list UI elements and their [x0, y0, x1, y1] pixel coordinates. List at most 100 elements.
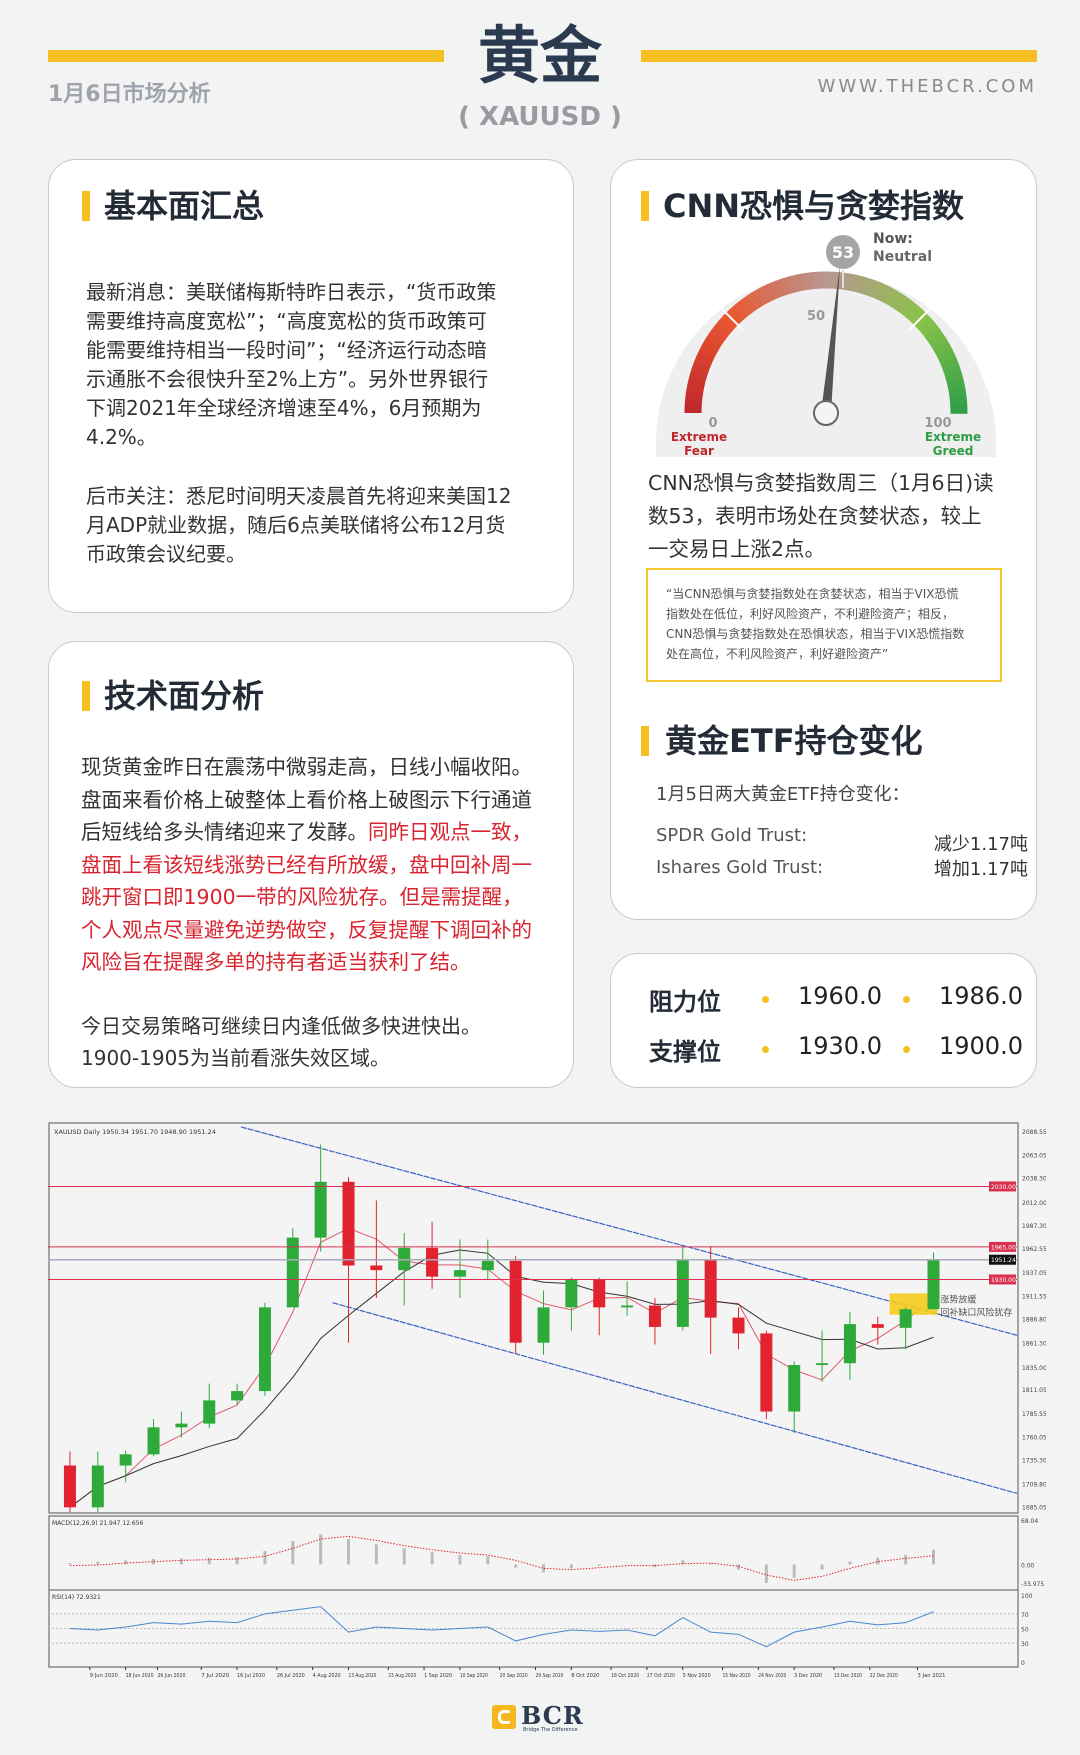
price-axis-tick: 1811.05	[1022, 1387, 1046, 1394]
date-axis-label: 23 Aug 2020	[388, 1673, 416, 1679]
price-axis-tick: 2012.00	[1022, 1200, 1046, 1207]
fear-greed-heading: CNN恐惧与贪婪指数	[663, 187, 965, 225]
candle-body	[258, 1307, 271, 1392]
support-label: 支撑位	[649, 1038, 721, 1066]
news-line: 示通胀不会很快升至2%上方”。另外世界银行	[86, 367, 489, 391]
analysis-line: 盘面来看价格上破整体上看价格上破图示下行通道	[81, 783, 532, 813]
level-tag	[989, 1181, 1016, 1192]
price-axis-tick: 1962.55	[1022, 1246, 1046, 1253]
candle-body	[481, 1260, 494, 1271]
fear-greed-summary-line: CNN恐惧与贪婪指数周三（1月6日)读	[648, 471, 994, 495]
date-axis-label: 20 Sep 2020	[500, 1673, 528, 1679]
macd-histogram-bar	[931, 1549, 935, 1565]
candle-body	[537, 1307, 550, 1343]
gauge-value-text: 53	[832, 243, 854, 262]
current-price-text: 1951.24	[991, 1257, 1016, 1264]
analysis-line: 后短线给多头情绪迎来了发酵。同昨日观点一致，	[81, 815, 532, 845]
sentiment-card: 53 Now: Neutral 50 0 100 Extreme Fear Extreme Gre…	[610, 159, 1037, 920]
macd-histogram-bar	[876, 1557, 880, 1565]
analysis-line: 个人观点尽量避免逆势做空，反复提醒下调回补的	[81, 913, 532, 943]
gauge-divider	[708, 295, 744, 331]
macd-histogram-bar	[569, 1564, 573, 1569]
extreme-fear-label: Extreme	[671, 430, 727, 444]
macd-histogram-bar	[514, 1564, 518, 1568]
candle-body	[899, 1309, 912, 1328]
bullet-dot	[903, 996, 910, 1003]
bcr-logo: BCR Bridge The Difference	[492, 1701, 588, 1733]
rsi-axis-tick: 70	[1021, 1612, 1029, 1619]
fundamentals-card: 基本面汇总 最新消息：美联储梅斯特昨日表示，“货币政策 需要维持高度宽松”；“高度…	[48, 159, 574, 613]
price-axis-tick: 1735.30	[1022, 1458, 1046, 1465]
candle-body	[119, 1454, 132, 1466]
candle-body	[565, 1279, 578, 1308]
date-axis-label: 22 Dec 2020	[870, 1673, 898, 1679]
rsi-axis-tick: 30	[1021, 1641, 1029, 1648]
level-tag-text: 1965.00	[991, 1244, 1016, 1251]
etf-ishares-change: 增加1.17吨	[933, 859, 1028, 880]
candle-body	[91, 1465, 104, 1508]
macd-axis-tick: 68.04	[1021, 1518, 1038, 1525]
candle-body	[621, 1305, 634, 1308]
macd-histogram-bar	[709, 1563, 713, 1565]
extreme-greed-label: Greed	[933, 444, 974, 458]
candle-body	[509, 1260, 522, 1343]
analysis-line: 盘面上看该短线涨势已经有所放缓，盘中回补周一	[81, 848, 532, 878]
candle-body	[314, 1181, 327, 1238]
header-rule-right	[641, 50, 1037, 62]
gauge-tick-100: 100	[924, 416, 951, 431]
macd-histogram-bar	[542, 1564, 546, 1573]
level-tag	[989, 1241, 1016, 1252]
moving-average-fast	[69, 1227, 934, 1508]
heading-accent	[82, 191, 90, 221]
analysis-text: 现货黄金昨日在震荡中微弱走高，日线小幅收阳。	[81, 755, 532, 779]
current-price-tag	[989, 1254, 1016, 1265]
candle-body	[370, 1265, 383, 1271]
date-axis-label: 5 Nov 2020	[683, 1673, 711, 1679]
page-title: 黄金	[477, 19, 602, 92]
gauge-tick-50: 50	[807, 309, 825, 324]
channel-upper-line	[240, 1126, 1018, 1336]
quote-line: CNN恐惧与贪婪指数处在恐惧状态，相当于VIX恐慌指数	[666, 627, 965, 641]
price-panel-frame	[48, 1122, 1019, 1514]
rsi-label: RSI(14) 72.9321	[52, 1594, 101, 1601]
price-axis-tick: 1685.05	[1022, 1504, 1046, 1511]
website-label: WWW.THEBCR.COM	[817, 76, 1037, 97]
strategy-line: 1900-1905为当前看涨失效区域。	[81, 1046, 391, 1070]
candle-body	[203, 1400, 216, 1424]
fear-greed-summary-line: 数53，表明市场处在贪婪状态，较上	[648, 504, 982, 528]
quote-line: 指数处在低位，利好风险资产，不利避险资产；相反，	[666, 607, 955, 621]
quote-line: “当CNN恐惧与贪婪指数处在贪婪状态，相当于VIX恐慌	[666, 587, 959, 601]
price-axis-tick: 2063.05	[1022, 1153, 1046, 1160]
candle-body	[231, 1391, 244, 1401]
macd-panel-frame	[48, 1515, 1019, 1591]
date-axis-label: 26 Jun 2020	[157, 1673, 185, 1679]
analysis-line: 风险旨在提醒多单的持有者适当获利了结。	[81, 945, 471, 975]
moving-average-slow	[69, 1249, 934, 1508]
date-axis-label: 16 Jul 2020	[237, 1673, 265, 1679]
macd-histogram-bar	[179, 1558, 183, 1565]
heading-accent	[82, 681, 90, 711]
date-axis-label: 8 Oct 2020	[571, 1673, 599, 1679]
rsi-axis-tick: 100	[1021, 1593, 1033, 1600]
chart-title: XAUUSD Daily 1950.34 1951.70 1948.90 195…	[54, 1128, 216, 1136]
analysis-highlight-text: 风险旨在提醒多单的持有者适当获利了结。	[81, 950, 471, 974]
gauge-pivot	[813, 400, 839, 426]
price-axis-tick: 1835.00	[1022, 1365, 1046, 1372]
date-axis-label: 10 Sep 2020	[460, 1673, 488, 1679]
date-axis-label: 13 Dec 2020	[834, 1673, 862, 1679]
macd-histogram-bar	[402, 1548, 406, 1565]
candle-body	[648, 1305, 661, 1327]
news-line: 最新消息：美联储梅斯特昨日表示，“货币政策	[86, 280, 497, 304]
candle-body	[63, 1465, 76, 1508]
news-line: 需要维持高度宽松”；“高度宽松的货币政策可	[86, 309, 487, 333]
bullet-dot	[762, 996, 769, 1003]
date-axis-label: 18 Jun 2020	[126, 1673, 154, 1679]
bcr-logo-mark	[492, 1705, 516, 1729]
watch-line: 月ADP就业数据，随后6点美联储将公布12月货	[86, 513, 506, 537]
support-1: 1930.0	[798, 1032, 882, 1060]
macd-signal-line	[69, 1535, 934, 1581]
candle-body	[342, 1181, 355, 1266]
levels-card: 阻力位 1960.0 1986.0 支撑位 1930.0 1900.0	[610, 953, 1037, 1088]
chart-annotation: 回补缺口风险犹存	[940, 1306, 1012, 1318]
